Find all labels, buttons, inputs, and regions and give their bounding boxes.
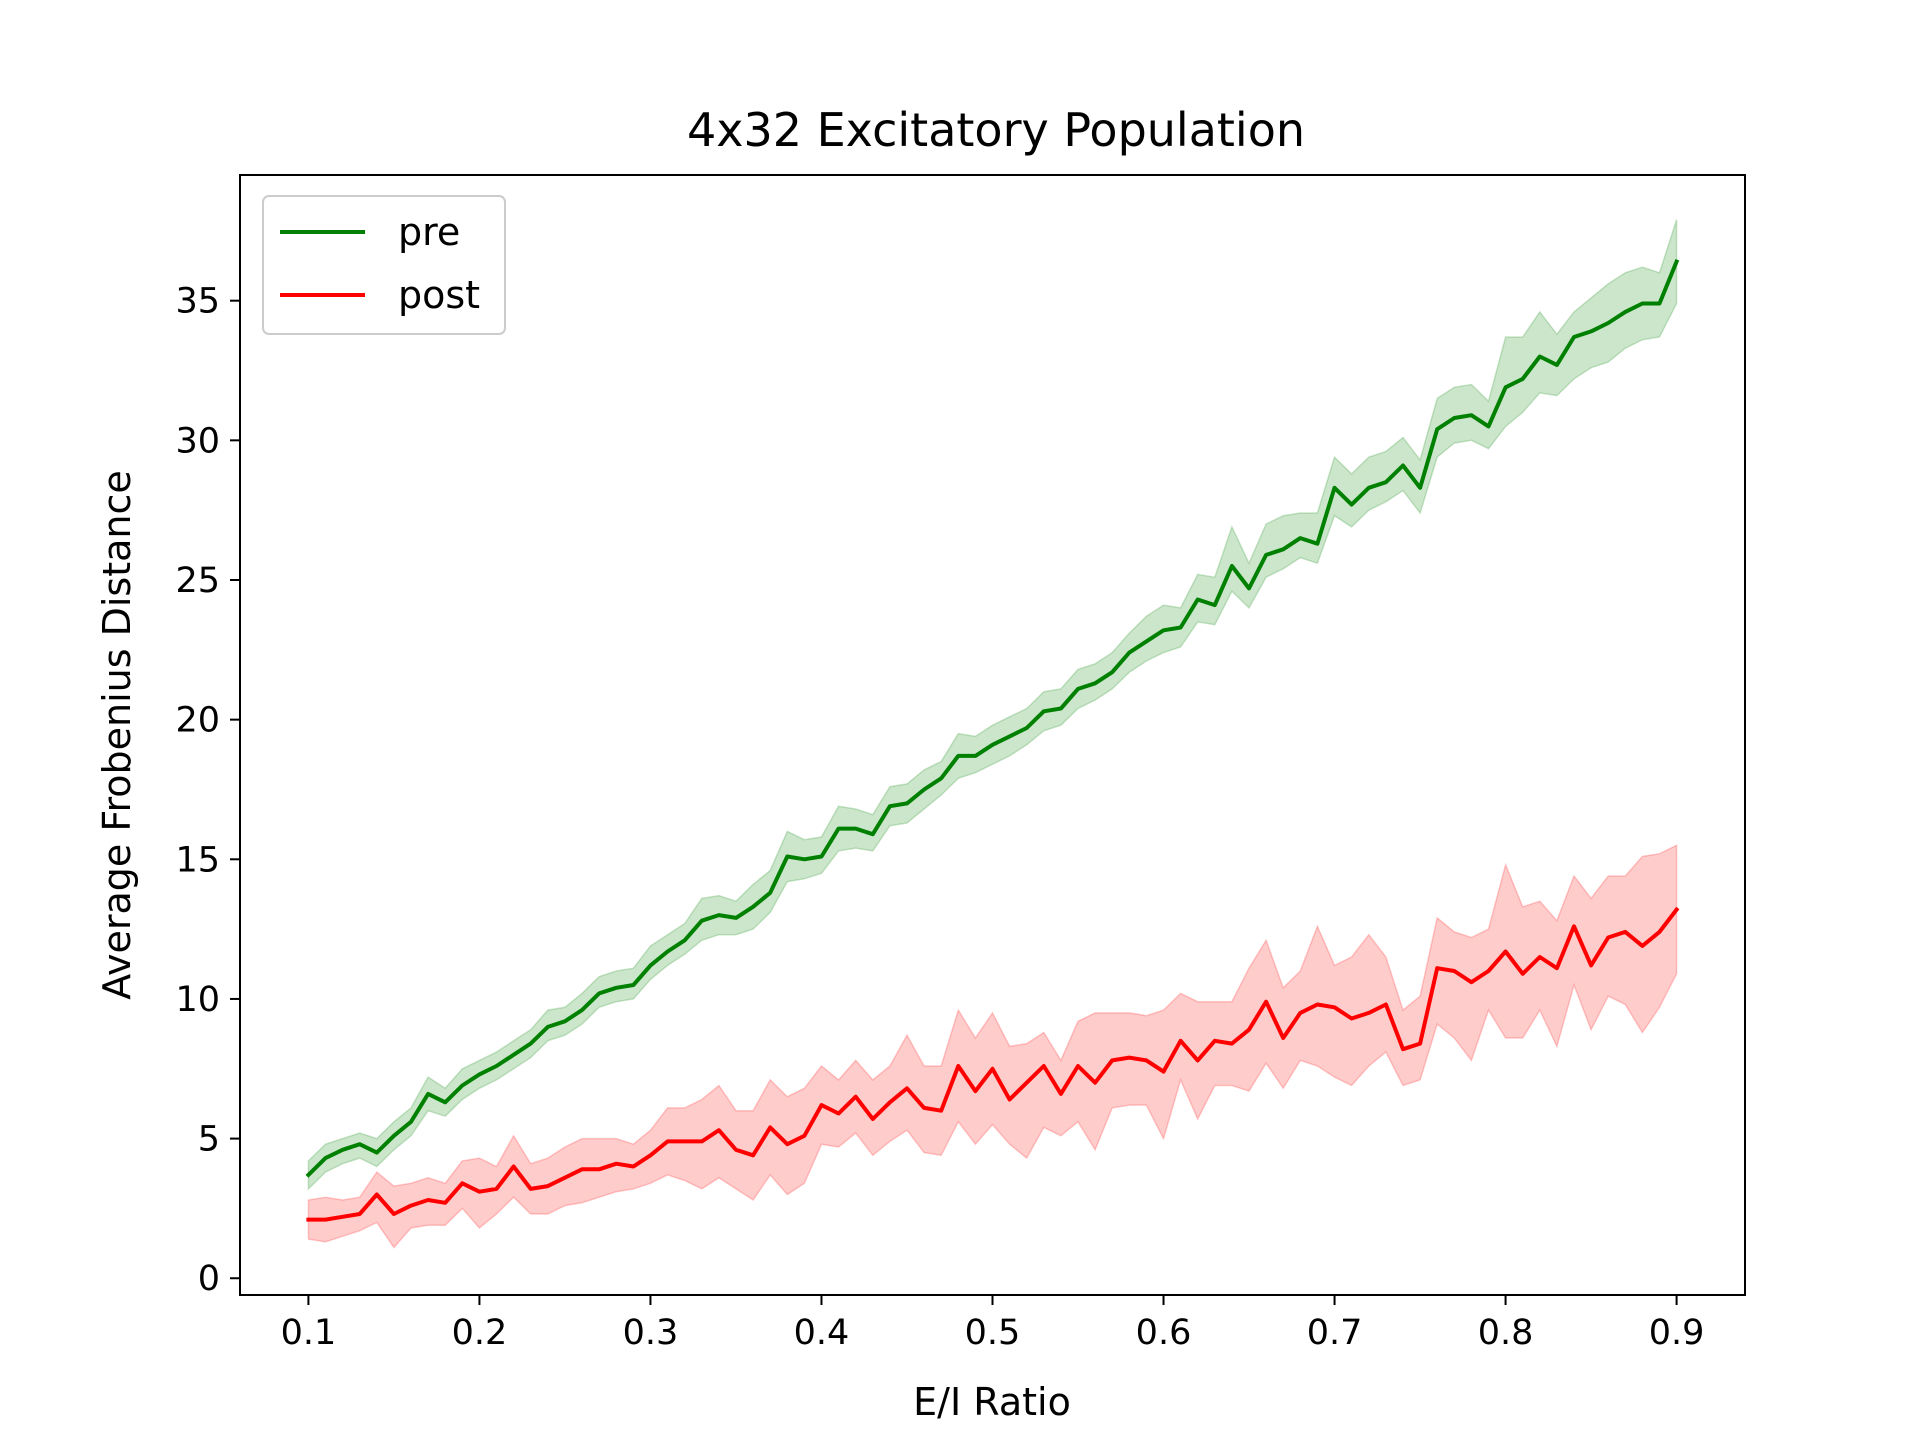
band-pre [307, 219, 1678, 1191]
legend-label-pre: pre [398, 210, 460, 254]
y-tick-label: 25 [175, 561, 220, 601]
y-tick-label: 35 [175, 282, 220, 322]
y-tick-label: 30 [175, 421, 220, 461]
y-tick-label: 5 [198, 1120, 220, 1160]
x-tick-label: 0.5 [965, 1313, 1021, 1353]
series-line-post [306, 906, 1680, 1222]
y-axis-label: Average Frobenius Distance [95, 470, 139, 1000]
x-tick-label: 0.9 [1649, 1313, 1705, 1353]
y-axis: 0 5 10 15 20 25 30 35 [175, 282, 240, 1299]
legend-label-post: post [398, 273, 480, 317]
x-tick-label: 0.2 [452, 1313, 508, 1353]
y-tick-label: 15 [175, 840, 220, 880]
x-tick-label: 0.4 [794, 1313, 850, 1353]
plot-area [305, 219, 1680, 1249]
chart-title: 4x32 Excitatory Population [687, 103, 1305, 157]
x-axis-label: E/I Ratio [913, 1380, 1071, 1424]
x-axis: 0.1 0.2 0.3 0.4 0.5 0.6 0.7 0.8 0.9 [281, 1295, 1705, 1353]
band-post [307, 844, 1678, 1249]
x-tick-label: 0.6 [1136, 1313, 1192, 1353]
y-tick-label: 10 [175, 980, 220, 1020]
series-line-pre [305, 258, 1680, 1178]
y-tick-label: 20 [175, 701, 220, 741]
x-tick-label: 0.3 [623, 1313, 679, 1353]
x-tick-label: 0.8 [1478, 1313, 1534, 1353]
legend: pre post [262, 195, 506, 335]
y-tick-label: 0 [198, 1259, 220, 1299]
x-tick-label: 0.7 [1307, 1313, 1363, 1353]
x-tick-label: 0.1 [281, 1313, 337, 1353]
